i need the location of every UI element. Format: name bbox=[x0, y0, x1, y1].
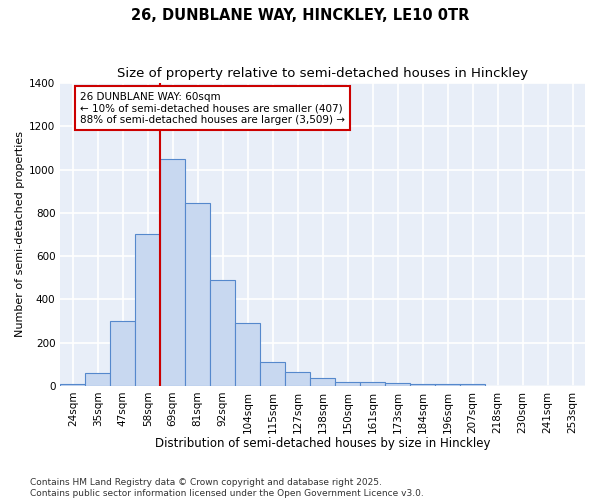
Bar bbox=[210, 280, 235, 386]
Text: Contains HM Land Registry data © Crown copyright and database right 2025.
Contai: Contains HM Land Registry data © Crown c… bbox=[30, 478, 424, 498]
Bar bbox=[310, 378, 335, 386]
Bar bbox=[360, 382, 385, 386]
Text: 26, DUNBLANE WAY, HINCKLEY, LE10 0TR: 26, DUNBLANE WAY, HINCKLEY, LE10 0TR bbox=[131, 8, 469, 22]
Bar bbox=[185, 203, 210, 386]
Bar bbox=[385, 383, 410, 386]
Bar bbox=[135, 234, 160, 386]
Bar bbox=[285, 372, 310, 386]
Bar bbox=[260, 362, 285, 386]
Bar bbox=[335, 382, 360, 386]
Title: Size of property relative to semi-detached houses in Hinckley: Size of property relative to semi-detach… bbox=[117, 68, 528, 80]
Bar bbox=[410, 384, 435, 386]
Bar bbox=[60, 384, 85, 386]
Bar bbox=[235, 323, 260, 386]
Bar bbox=[160, 159, 185, 386]
Y-axis label: Number of semi-detached properties: Number of semi-detached properties bbox=[15, 132, 25, 338]
Bar bbox=[460, 384, 485, 386]
Bar bbox=[85, 373, 110, 386]
Bar bbox=[110, 321, 135, 386]
Text: 26 DUNBLANE WAY: 60sqm
← 10% of semi-detached houses are smaller (407)
88% of se: 26 DUNBLANE WAY: 60sqm ← 10% of semi-det… bbox=[80, 92, 345, 125]
Bar bbox=[435, 384, 460, 386]
X-axis label: Distribution of semi-detached houses by size in Hinckley: Distribution of semi-detached houses by … bbox=[155, 437, 490, 450]
